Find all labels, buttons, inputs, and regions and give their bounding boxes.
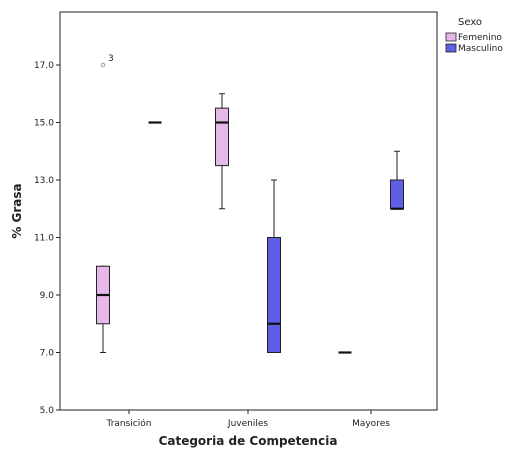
legend-label-femenino: Femenino bbox=[458, 33, 502, 43]
y-tick-label: 11.0 bbox=[34, 234, 54, 244]
legend-title: Sexo bbox=[458, 17, 482, 28]
outlier-label: 3 bbox=[108, 54, 114, 64]
legend-swatch-femenino bbox=[445, 32, 457, 42]
legend-label-masculino: Masculino bbox=[458, 44, 503, 54]
box-rect bbox=[215, 107, 229, 167]
box-femenino-transición: 3 bbox=[96, 54, 114, 353]
y-tick-label: 17.0 bbox=[34, 61, 54, 71]
y-tick-label: 9.0 bbox=[40, 291, 55, 301]
box-masculino-mayores bbox=[390, 150, 404, 210]
y-axis-ticks: 5.0 7.0 9.0 11.0 13.0 15.0 17.0 bbox=[34, 61, 60, 416]
legend-swatch-masculino bbox=[445, 43, 457, 53]
box-rect bbox=[267, 237, 281, 353]
y-tick-label: 13.0 bbox=[34, 176, 54, 186]
y-tick-label: 7.0 bbox=[40, 349, 55, 359]
x-axis-categories: Transición Juveniles Mayores bbox=[106, 410, 390, 429]
plot-frame bbox=[59, 11, 438, 411]
x-axis-title: Categoria de Competencia bbox=[159, 434, 338, 448]
box-rect bbox=[390, 179, 404, 210]
y-axis-title: % Grasa bbox=[10, 183, 24, 238]
y-tick-label: 5.0 bbox=[40, 406, 55, 416]
x-tick-label: Transición bbox=[106, 418, 152, 429]
box-masculino-juveniles bbox=[267, 179, 281, 353]
box-femenino-juveniles bbox=[215, 93, 229, 210]
outlier-point bbox=[100, 62, 106, 68]
y-tick-label: 15.0 bbox=[34, 119, 54, 129]
x-tick-label: Mayores bbox=[352, 419, 390, 429]
x-tick-label: Juveniles bbox=[227, 419, 268, 429]
plot-marks: 3 bbox=[96, 54, 404, 354]
